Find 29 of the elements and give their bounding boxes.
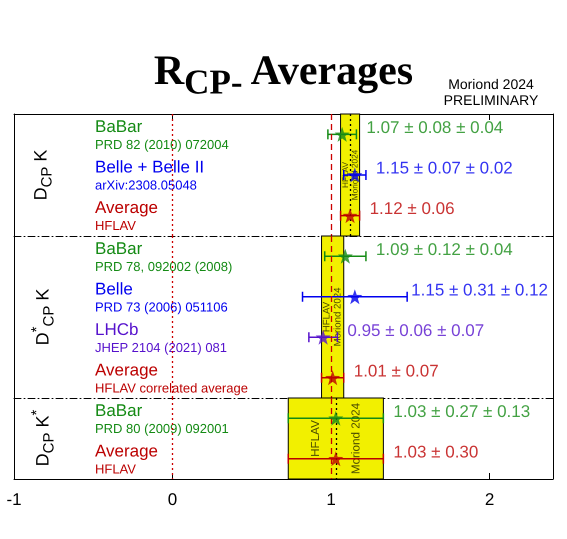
text: PRELIMINARY xyxy=(442,92,540,108)
x-tick-label: 0 xyxy=(168,490,178,508)
y-tick-label: BaBar PRD 80 (2009) 092001 xyxy=(95,400,229,436)
data-label: 1.12 ± 0.06 xyxy=(370,199,455,218)
point xyxy=(338,248,353,264)
y-tick-label: Average HFLAV correlated average xyxy=(95,360,248,395)
data-label: 0.95 ± 0.06 ± 0.07 xyxy=(347,320,484,340)
text: Moriond 2024 xyxy=(447,76,535,92)
point xyxy=(347,288,362,304)
y-tick-label: BaBar PRD 82 (2010) 072004 xyxy=(95,116,229,152)
data-label: 1.09 ± 0.12 ± 0.04 xyxy=(376,239,513,258)
x-tick-label: -1 xyxy=(6,490,22,508)
point xyxy=(325,370,340,385)
x-tick-label: 2 xyxy=(484,490,494,508)
data-label: 1.03 ± 0.30 xyxy=(393,442,478,461)
y-tick-label: Belle PRD 73 (2006) 051106 xyxy=(95,278,228,314)
data-label: 1.01 ± 0.07 xyxy=(354,360,439,380)
y-tick-label: Average HFLAV xyxy=(95,440,158,476)
y-tick-label: Average HFLAV xyxy=(95,198,158,234)
text: HFLAV Moriond 2024 xyxy=(308,402,363,474)
chart-title: R$_{CP-}$ Averages xyxy=(154,48,414,102)
y-tick-label: Belle + Belle II arXiv:2308.05048 xyxy=(95,158,204,192)
data-label: 1.15 ± 0.31 ± 0.12 xyxy=(411,280,548,299)
y-tick-label: LHCb JHEP 2104 (2021) 081 xyxy=(95,319,228,354)
data-label: 1.03 ± 0.27 ± 0.13 xyxy=(393,401,530,420)
data-label: 1.07 ± 0.08 ± 0.04 xyxy=(366,118,504,137)
x-tick-label: 1 xyxy=(326,490,336,508)
data-label: 1.15 ± 0.07 ± 0.02 xyxy=(376,158,513,178)
y-tick-label: BaBar PRD 78, 092002 (2008) xyxy=(95,238,232,274)
